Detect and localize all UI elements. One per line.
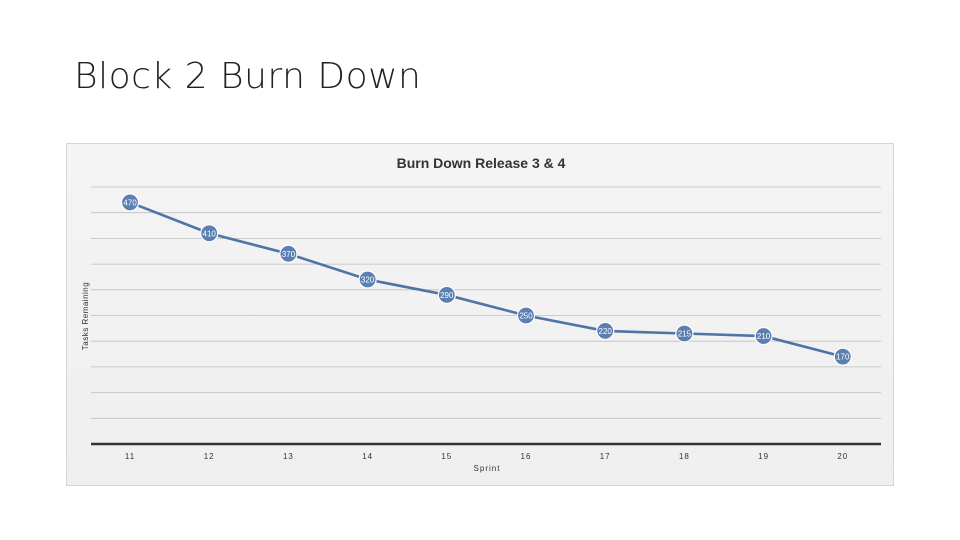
burn-down-chart: Burn Down Release 3 & 4 11 12 13 14 15 16 17 18… <box>81 155 881 473</box>
data-label: 290 <box>440 291 454 300</box>
x-axis-label: Sprint <box>474 464 501 473</box>
x-tick-label: 14 <box>362 452 373 461</box>
data-point <box>120 193 140 212</box>
x-tick-label: 12 <box>204 452 215 461</box>
data-label: 170 <box>836 353 850 362</box>
data-label: 410 <box>203 229 217 238</box>
y-axis-label: Tasks Remaining <box>81 282 90 350</box>
data-point <box>200 224 219 243</box>
x-tick-label: 17 <box>600 452 611 461</box>
gridlines <box>91 186 881 419</box>
x-tick-label: 11 <box>125 452 135 461</box>
data-point <box>833 347 852 366</box>
x-tick-label: 16 <box>521 452 532 461</box>
data-points: 470 410 370 320 290 250 220 215 210 170 <box>120 193 852 366</box>
data-label: 215 <box>678 329 692 338</box>
data-point <box>358 270 377 289</box>
data-point <box>596 321 615 341</box>
data-point <box>754 326 773 346</box>
x-tick-label: 18 <box>679 452 690 461</box>
x-tick-label: 13 <box>283 452 294 461</box>
data-label: 210 <box>757 332 771 341</box>
data-point <box>675 324 694 343</box>
x-tick-label: 15 <box>441 452 452 461</box>
chart-title: Burn Down Release 3 & 4 <box>397 155 566 171</box>
chart-area: Burn Down Release 3 & 4 11 12 13 14 15 16 17 18… <box>66 143 894 486</box>
x-tick-label: 20 <box>837 452 848 461</box>
data-label: 320 <box>361 276 375 285</box>
x-tick-labels: 11 12 13 14 15 16 17 18 19 20 <box>125 452 848 461</box>
data-point <box>437 285 456 305</box>
data-point <box>516 306 536 325</box>
data-label: 370 <box>282 250 296 259</box>
data-label: 470 <box>123 198 137 207</box>
data-point <box>279 244 298 263</box>
data-label: 220 <box>599 327 613 336</box>
slide-title: Block 2 Burn Down <box>74 56 422 97</box>
data-label: 250 <box>519 312 533 321</box>
x-tick-label: 19 <box>758 452 769 461</box>
series-line <box>129 201 844 358</box>
